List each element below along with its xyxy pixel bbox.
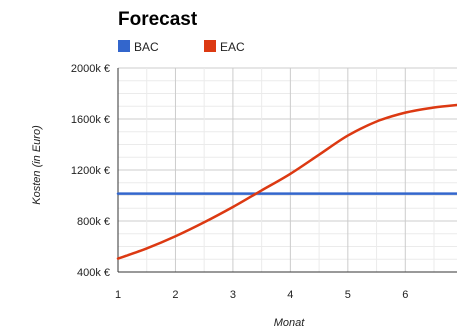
legend-swatch-eac bbox=[204, 40, 216, 52]
y-axis-label: Kosten (in Euro) bbox=[31, 125, 43, 205]
grid bbox=[117, 67, 457, 273]
legend-label-eac: EAC bbox=[220, 40, 245, 54]
series-line-eac bbox=[116, 103, 457, 260]
legend-swatch-bac bbox=[118, 40, 130, 52]
x-axis-ticks: 1 2 3 4 5 6 bbox=[115, 289, 408, 301]
x-tick-label: 5 bbox=[345, 289, 351, 301]
chart-title: Forecast bbox=[118, 9, 198, 30]
y-tick-label: 1600k € bbox=[71, 114, 110, 126]
y-tick-label: 400k € bbox=[77, 267, 110, 279]
y-tick-label: 800k € bbox=[77, 216, 110, 228]
y-tick-label: 1200k € bbox=[71, 165, 110, 177]
x-tick-label: 4 bbox=[287, 289, 293, 301]
series-lines bbox=[116, 103, 457, 260]
y-tick-label: 2000k € bbox=[71, 63, 110, 75]
x-tick-label: 6 bbox=[402, 289, 408, 301]
x-tick-label: 1 bbox=[115, 289, 121, 301]
legend: BAC EAC bbox=[118, 40, 245, 54]
x-tick-label: 2 bbox=[172, 289, 178, 301]
x-tick-label: 3 bbox=[230, 289, 236, 301]
y-axis-ticks: 400k € 800k € 1200k € 1600k € 2000k € bbox=[71, 63, 110, 279]
x-axis-label: Monat bbox=[274, 317, 306, 328]
legend-label-bac: BAC bbox=[134, 40, 159, 54]
